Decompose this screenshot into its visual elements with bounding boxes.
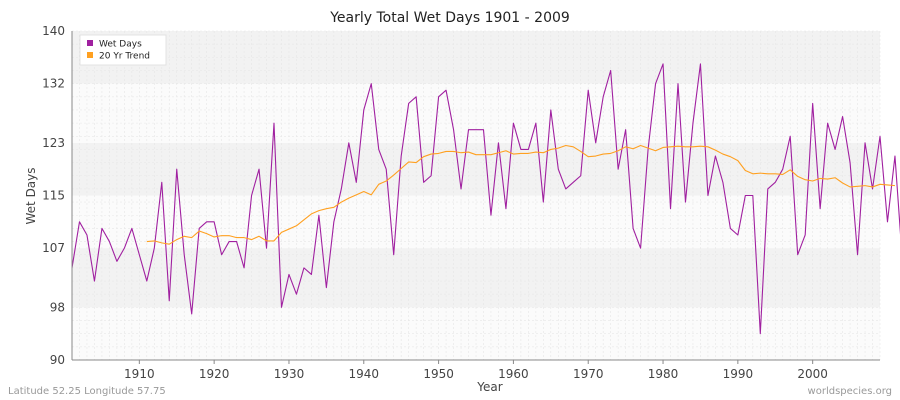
legend-swatch-trend [87,52,93,58]
x-tick-label: 1920 [199,367,230,381]
series-line-wet-days [71,63,900,335]
legend-box [79,34,167,66]
legend-label-trend: 20 Yr Trend [99,52,150,62]
grid-lines [71,30,881,361]
y-tick-label: 90 [50,353,65,367]
x-tick-label: 1910 [124,367,155,381]
legend: Wet Days 20 Yr Trend [79,34,167,66]
y-axis-title: Wet Days [24,167,38,224]
y-tick-label: 107 [42,241,65,255]
footer-source: worldspecies.org [808,386,892,397]
x-tick-label: 1940 [349,367,380,381]
chart-title: Yearly Total Wet Days 1901 - 2009 [329,10,570,26]
x-axis-title: Year [476,380,502,394]
axes [71,31,880,361]
y-tick-label: 115 [42,189,65,203]
x-tick-label: 1960 [498,367,529,381]
footer-coordinates: Latitude 52.25 Longitude 57.75 [8,386,166,397]
x-tick-label: 1930 [274,367,305,381]
x-tick-label: 1990 [723,367,754,381]
legend-label-wet-days: Wet Days [99,40,142,50]
y-tick-label: 123 [42,136,65,150]
y-tick-label: 132 [42,77,65,91]
band [72,248,880,308]
legend-swatch-wet-days [87,40,93,46]
y-tick-label: 140 [42,24,65,38]
series-layer [71,63,900,335]
x-tick-label: 1970 [573,367,604,381]
series-line-trend [146,144,896,245]
x-tick-label: 1950 [423,367,454,381]
tick-labels: 90 98 107 115 123 132 140 1910 1920 1930 1940 1950 1… [42,24,828,381]
x-tick-label: 1980 [648,367,679,381]
y-tick-label: 98 [50,300,65,314]
x-tick-label: 2000 [797,367,828,381]
